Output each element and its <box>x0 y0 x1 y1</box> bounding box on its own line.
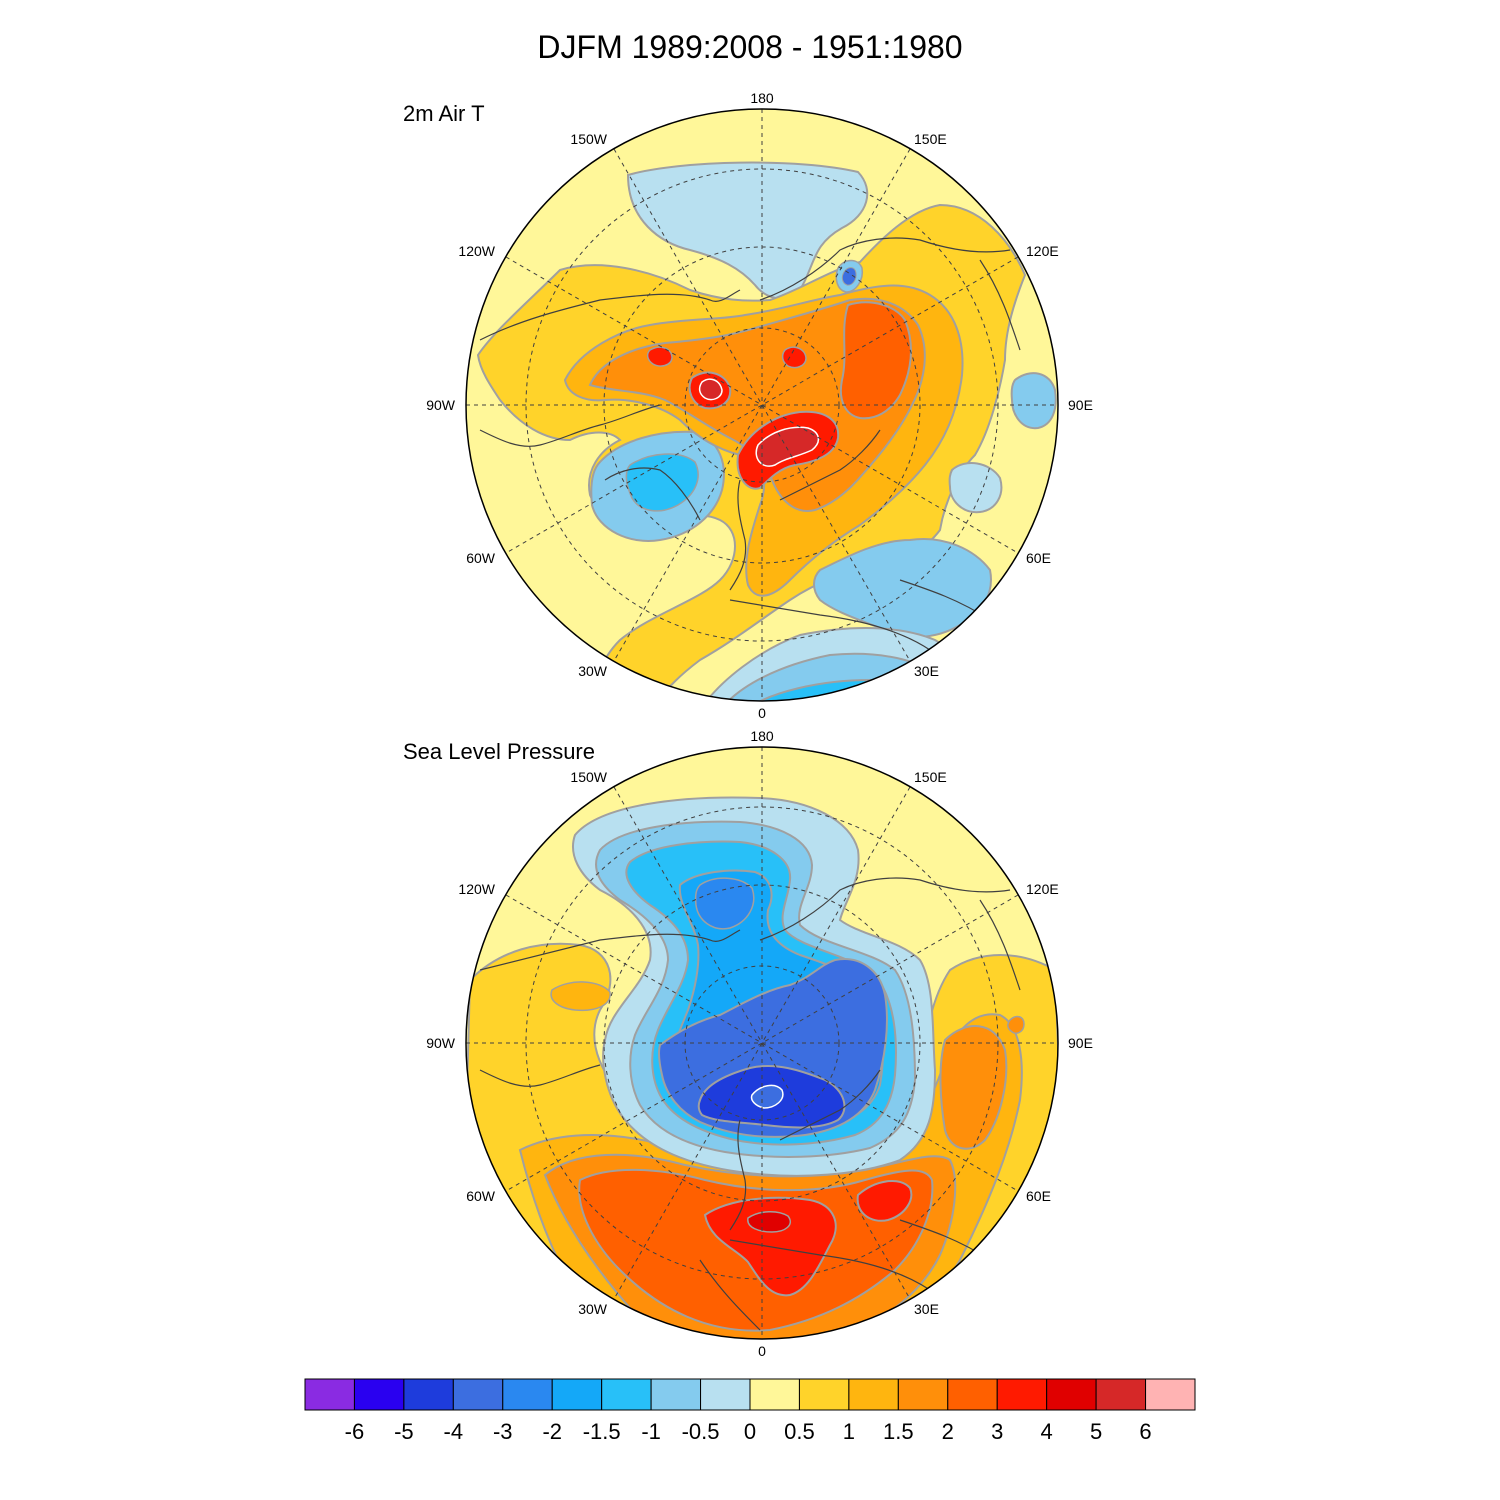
colorbar-swatch <box>452 1378 504 1411</box>
colorbar-swatch <box>304 1378 355 1411</box>
low-pressure-core <box>750 1084 784 1109</box>
colorbar-swatch <box>601 1378 652 1411</box>
warm-patch-east <box>1007 1015 1025 1034</box>
hot-core-baffin <box>698 378 723 401</box>
colorbar-swatch <box>798 1378 850 1411</box>
panel-sea-level-pressure: Sea Level Pressure <box>403 728 1093 1359</box>
colorbar-swatch <box>551 1378 603 1411</box>
label-90w: 90W <box>426 397 456 413</box>
colorbar-label: 2 <box>942 1419 954 1444</box>
colorbar-swatch <box>353 1378 405 1411</box>
label-120w: 120W <box>458 243 495 259</box>
colorbar-swatch <box>1145 1378 1196 1411</box>
colorbar-swatch <box>947 1378 998 1411</box>
label-30w: 30W <box>578 663 608 679</box>
warm-core-europe <box>856 1179 913 1222</box>
colorbar-label: 3 <box>991 1419 1003 1444</box>
colorbar-swatch <box>848 1378 899 1411</box>
label-180: 180 <box>750 90 774 106</box>
label-180: 180 <box>750 728 774 744</box>
panel-title-air-temperature: 2m Air T <box>403 101 485 126</box>
label-90e: 90E <box>1068 1035 1093 1051</box>
figure-title: DJFM 1989:2008 - 1951:1980 <box>537 29 962 65</box>
label-60w: 60W <box>466 1188 496 1204</box>
colorbar-label: 0.5 <box>784 1419 815 1444</box>
colorbar-swatch <box>403 1378 454 1411</box>
colorbar-swatch <box>897 1378 949 1411</box>
label-30e: 30E <box>914 663 939 679</box>
warm-region-stronger <box>840 301 912 420</box>
label-90e: 90E <box>1068 397 1093 413</box>
sea-level-pressure-field <box>466 747 1058 1339</box>
label-150e: 150E <box>914 131 947 147</box>
label-150e: 150E <box>914 769 947 785</box>
label-60e: 60E <box>1026 550 1051 566</box>
label-30e: 30E <box>914 1301 939 1317</box>
label-150w: 150W <box>570 131 607 147</box>
colorbar-swatch <box>1046 1378 1097 1411</box>
label-120e: 120E <box>1026 881 1059 897</box>
graticule <box>466 109 1058 701</box>
low-pressure-deep <box>694 877 755 930</box>
label-120w: 120W <box>458 881 495 897</box>
colorbar: -6 -5 -4 -3 -2 -1.5 -1 -0.5 0 0.5 1 1.5 2 3 4 5 6 <box>304 1378 1196 1444</box>
label-0: 0 <box>758 705 766 721</box>
colorbar-swatch <box>749 1378 800 1411</box>
air-temperature-field <box>466 109 1058 701</box>
coastlines <box>479 877 1021 1331</box>
hot-spot-siberia <box>781 346 807 369</box>
cold-region-south-core <box>789 696 936 701</box>
colorbar-label: 4 <box>1041 1419 1053 1444</box>
hot-core-barents <box>755 426 820 467</box>
colorbar-swatch <box>1095 1378 1147 1411</box>
colorbar-swatch <box>700 1378 751 1411</box>
warm-band-east <box>939 1025 1008 1150</box>
panel-air-temperature: 2m Air T <box>403 90 1093 721</box>
colorbar-label: -1.5 <box>583 1419 621 1444</box>
colorbar-label: -3 <box>493 1419 513 1444</box>
graticule <box>466 747 1058 1339</box>
colorbar-label: 0 <box>744 1419 756 1444</box>
colorbar-label: -4 <box>444 1419 464 1444</box>
label-60e: 60E <box>1026 1188 1051 1204</box>
colorbar-label: 1.5 <box>883 1419 914 1444</box>
colorbar-swatch <box>502 1378 553 1411</box>
label-60w: 60W <box>466 550 496 566</box>
cold-region-asia <box>948 462 1003 514</box>
label-90w: 90W <box>426 1035 456 1051</box>
colorbar-label: -1 <box>641 1419 661 1444</box>
pacific-cold-region <box>626 161 869 300</box>
colorbar-label: 5 <box>1090 1419 1102 1444</box>
warm-patch-west <box>550 981 611 1012</box>
cold-region-east <box>1010 372 1057 430</box>
colorbar-label: -2 <box>542 1419 562 1444</box>
colorbar-label: -5 <box>394 1419 414 1444</box>
label-150w: 150W <box>570 769 607 785</box>
coastlines <box>479 237 1021 651</box>
label-30w: 30W <box>578 1301 608 1317</box>
colorbar-label: 6 <box>1139 1419 1151 1444</box>
label-0: 0 <box>758 1343 766 1359</box>
colorbar-swatch <box>650 1378 702 1411</box>
colorbar-label: 1 <box>843 1419 855 1444</box>
colorbar-label: -0.5 <box>682 1419 720 1444</box>
hot-spot-kara <box>646 346 673 367</box>
label-120e: 120E <box>1026 243 1059 259</box>
map-border <box>465 746 1059 1340</box>
colorbar-label: -6 <box>345 1419 365 1444</box>
colorbar-swatch <box>996 1378 1048 1411</box>
warm-core-atlantic-max <box>747 1211 792 1233</box>
cold-core-northeast <box>841 267 857 286</box>
map-border <box>465 108 1059 702</box>
panel-title-sea-level-pressure: Sea Level Pressure <box>403 739 595 764</box>
